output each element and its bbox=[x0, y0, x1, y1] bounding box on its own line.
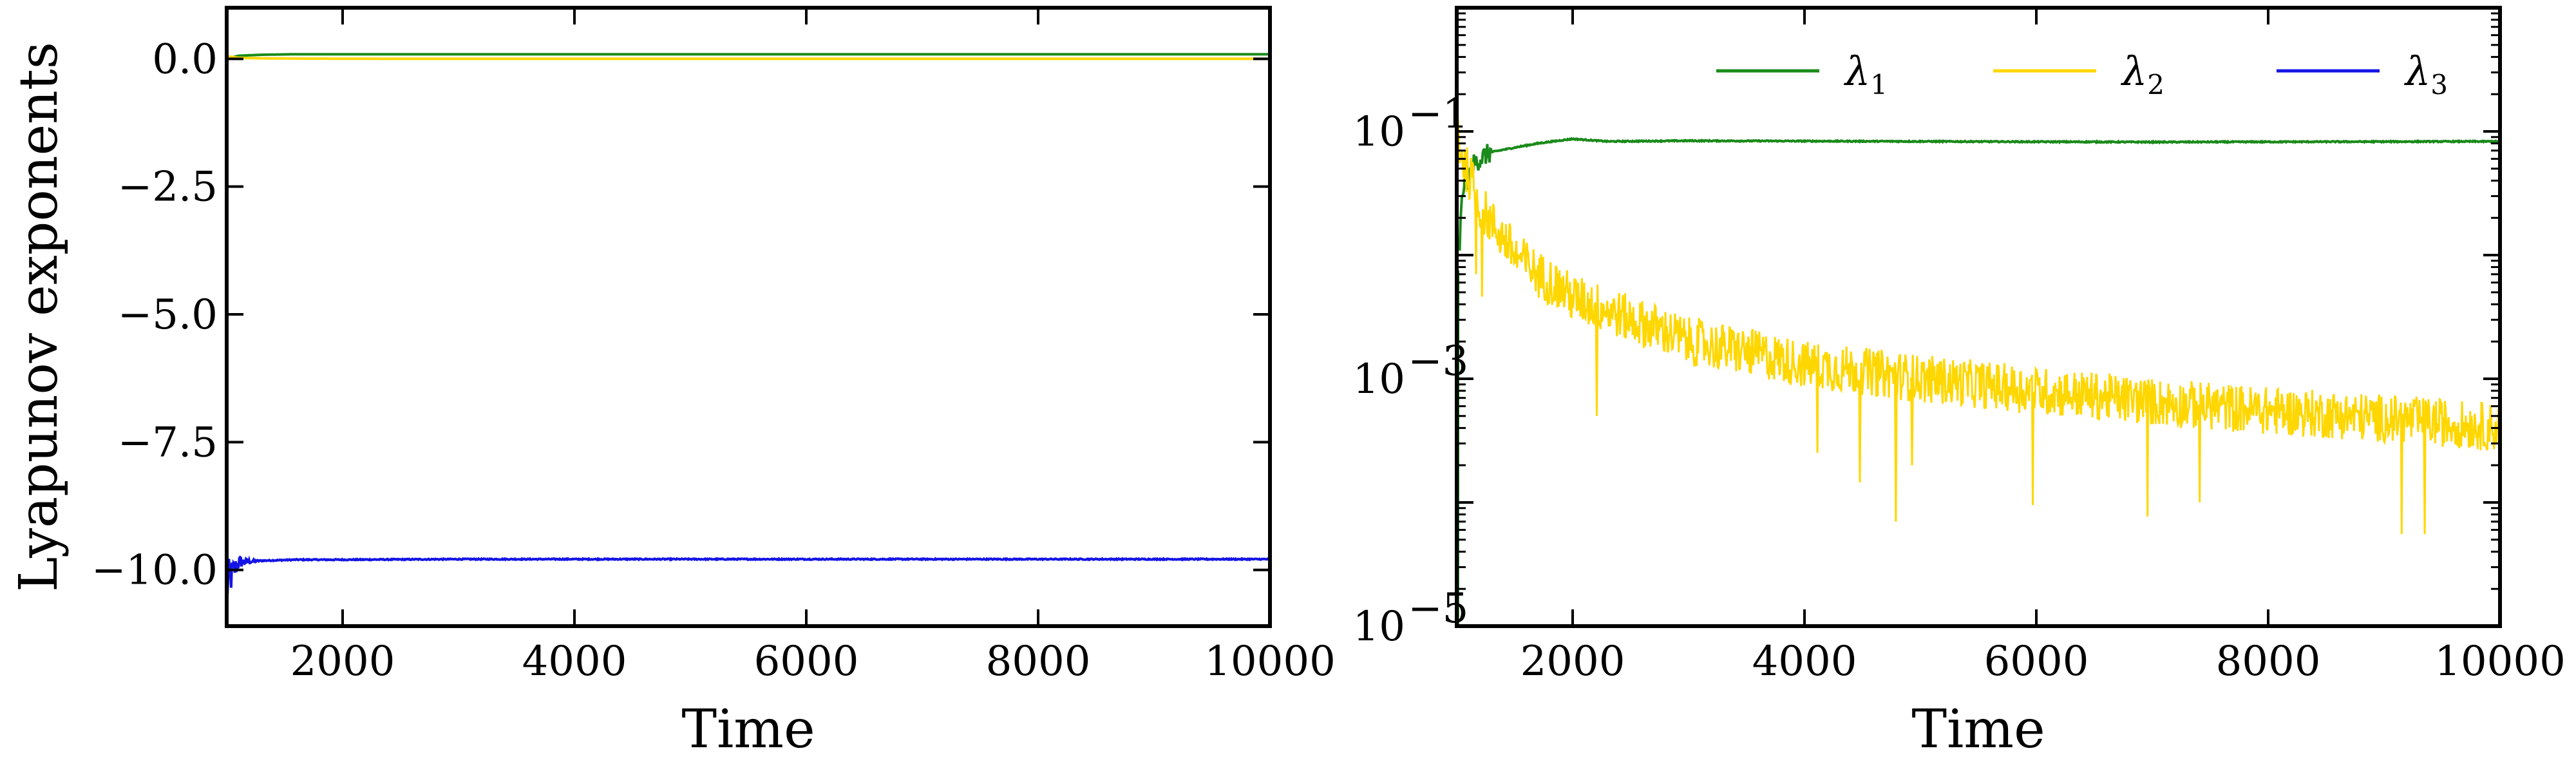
y-axis-title: Lyapunov exponents bbox=[8, 42, 70, 592]
x-tick-label: 10000 bbox=[1204, 638, 1336, 685]
y-tick-label-exp: −3 bbox=[1408, 338, 1468, 385]
x-tick-label: 4000 bbox=[522, 638, 627, 685]
y-tick-label: 0.0 bbox=[152, 35, 218, 83]
series-group bbox=[227, 53, 1270, 595]
x-axis-title: Time bbox=[1911, 699, 2045, 760]
x-axis-title: Time bbox=[681, 699, 815, 760]
legend-label: λ3 bbox=[2403, 48, 2448, 100]
legend-subscript: 2 bbox=[2147, 69, 2164, 100]
series-line-lambda2 bbox=[1457, 100, 2500, 535]
series-line-lambda1 bbox=[1458, 137, 2500, 251]
y-tick-label: −7.5 bbox=[118, 419, 218, 466]
plot-frame bbox=[225, 6, 1272, 628]
y-tick-label-exp: −5 bbox=[1408, 585, 1468, 633]
legend-symbol: λ bbox=[2120, 48, 2147, 95]
legend-label: λ1 bbox=[1843, 48, 1888, 100]
series-line-lambda2 bbox=[227, 55, 1270, 61]
series-dip bbox=[1595, 305, 1599, 416]
legend-symbol: λ bbox=[2403, 48, 2430, 95]
x-tick-label: 10000 bbox=[2434, 638, 2566, 685]
y-tick-label-base: 10 bbox=[1353, 603, 1405, 651]
series-group bbox=[1457, 100, 2500, 626]
x-tick-label: 4000 bbox=[1752, 638, 1857, 685]
x-tick-label: 2000 bbox=[1520, 638, 1625, 685]
y-tick-label-base: 10 bbox=[1353, 356, 1405, 403]
y-tick-label: −5.0 bbox=[118, 291, 218, 339]
left-panel: 2000 4000 6000 8000 10000 0.0 −2.5 −5.0 −7.5 −10.… bbox=[8, 6, 1336, 760]
y-tick-label-exp: −1 bbox=[1408, 90, 1468, 138]
series-dip bbox=[1893, 375, 1898, 522]
legend-label: λ2 bbox=[2120, 48, 2164, 100]
y-tick-label-base: 10 bbox=[1353, 108, 1405, 156]
plot-frame bbox=[1455, 6, 2502, 628]
series-dip bbox=[1910, 377, 1914, 466]
series-line-lambda3 bbox=[227, 555, 1270, 595]
y-tick-label: −10.0 bbox=[91, 547, 218, 595]
legend-subscript: 3 bbox=[2430, 69, 2448, 100]
x-tick-label: 2000 bbox=[290, 638, 395, 685]
y-tick-label: −2.5 bbox=[118, 164, 218, 211]
series-line-lambda1 bbox=[227, 53, 1270, 61]
x-tick-label: 6000 bbox=[1984, 638, 2089, 685]
x-tick-label: 8000 bbox=[2216, 638, 2321, 685]
legend-subscript: 1 bbox=[1870, 69, 1888, 100]
legend-symbol: λ bbox=[1843, 48, 1870, 95]
x-tick-label: 6000 bbox=[754, 638, 859, 685]
x-tick-label: 8000 bbox=[986, 638, 1091, 685]
